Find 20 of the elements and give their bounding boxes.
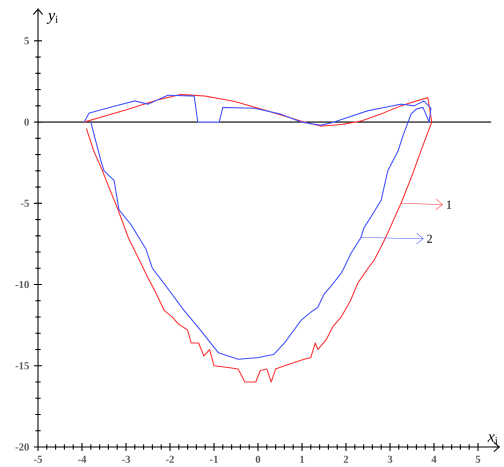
x-tick-label: 3	[388, 456, 392, 463]
x-tick-label: -3	[122, 456, 130, 463]
y-axis-title: y$_{i}$	[46, 13, 58, 24]
x-tick-label: -1	[210, 456, 218, 463]
y-tick-label: 0	[24, 118, 29, 126]
x-tick-label: -4	[78, 456, 86, 463]
x-tick-label: 4	[431, 456, 436, 463]
y-tick-label: -5	[20, 200, 29, 207]
legend-label: 1	[446, 200, 452, 209]
x-tick-label: 2	[344, 456, 348, 463]
y-tick-label: 5	[24, 37, 29, 44]
x-tick-label: 1	[300, 456, 304, 463]
x-tick-label: 0	[256, 456, 260, 463]
legend-label: 2	[427, 234, 432, 243]
y-tick-label: -20	[15, 443, 29, 451]
x-tick-label: -2	[166, 456, 174, 463]
x-tick-label: -5	[34, 456, 42, 463]
y-tick-label: -10	[15, 280, 29, 288]
y-tick-label: -15	[15, 362, 29, 370]
x-tick-label: 5	[476, 456, 480, 463]
